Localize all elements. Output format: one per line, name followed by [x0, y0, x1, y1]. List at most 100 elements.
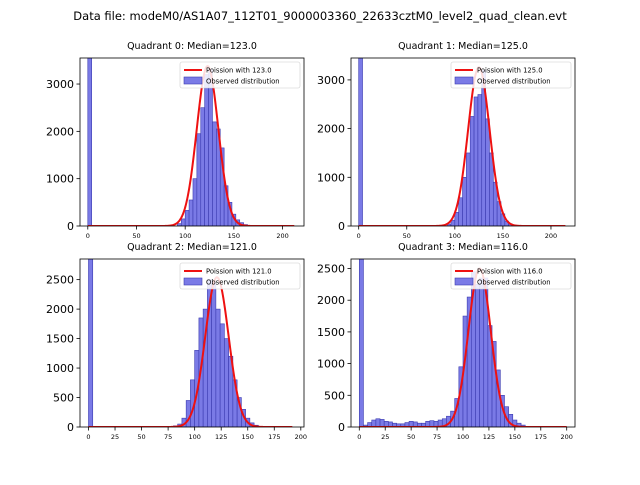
- histogram-bar: [478, 95, 482, 226]
- y-tick-label: 0: [67, 421, 74, 434]
- y-tick-label: 500: [324, 389, 345, 402]
- y-tick-label: 2500: [46, 274, 74, 287]
- histogram-bar: [224, 339, 228, 427]
- legend-label-poisson: Poission with 123.0: [206, 67, 272, 75]
- panel-quadrant-2: Quadrant 2: Median=121.0 0 25 50 75 100 125 150…: [46, 242, 307, 441]
- histogram-bar: [216, 309, 220, 427]
- histogram-bar: [470, 116, 474, 226]
- panel-title: Quadrant 0: Median=123.0: [127, 41, 257, 52]
- histogram-bar: [455, 212, 459, 226]
- legend-label-observed: Observed distribution: [206, 78, 280, 86]
- histogram-bar: [212, 122, 216, 226]
- histogram-bar: [209, 70, 213, 226]
- x-tick-label: 100: [457, 433, 469, 441]
- histogram-bar: [185, 210, 189, 226]
- legend: Poission with 121.0 Observed distribution: [180, 263, 300, 289]
- x-tick-label: 150: [242, 433, 254, 441]
- legend-label-observed: Observed distribution: [477, 78, 551, 86]
- x-tick-label: 100: [188, 433, 200, 441]
- x-tick-label: 50: [137, 433, 145, 441]
- y-tick-label: 3000: [46, 78, 74, 91]
- y-tick-label: 2000: [46, 125, 74, 138]
- legend: Poission with 125.0 Observed distribution: [451, 62, 571, 88]
- y-tick-label: 3000: [317, 74, 345, 87]
- histogram-bar: [220, 324, 224, 427]
- y-tick-label: 0: [67, 220, 74, 233]
- x-tick-label: 25: [381, 433, 389, 441]
- legend-bar-swatch: [455, 77, 473, 84]
- x-tick-label: 150: [228, 232, 240, 240]
- histogram-bar: [459, 198, 463, 226]
- legend-bar-swatch: [455, 278, 473, 285]
- legend-bar-swatch: [184, 77, 202, 84]
- histogram-bar: [205, 75, 209, 226]
- histogram-bar: [181, 219, 185, 226]
- histogram-bar: [193, 179, 197, 226]
- histogram-bar: [88, 58, 92, 226]
- x-tick-label: 75: [433, 433, 441, 441]
- histogram-bar: [486, 119, 490, 226]
- panel-title: Quadrant 1: Median=125.0: [398, 41, 528, 52]
- histogram-bar: [197, 134, 201, 226]
- histogram-bar: [376, 419, 380, 427]
- x-tick-label: 200: [560, 433, 572, 441]
- y-tick-label: 2500: [317, 263, 345, 276]
- x-tick-label: 0: [86, 433, 90, 441]
- legend: Poission with 123.0 Observed distribution: [180, 62, 300, 88]
- figure-title: Data file: modeM0/AS1A07_112T01_90000033…: [73, 9, 567, 23]
- x-tick-label: 50: [132, 232, 140, 240]
- x-tick-label: 0: [357, 232, 361, 240]
- y-tick-label: 1000: [46, 362, 74, 375]
- histogram-bar: [380, 419, 384, 427]
- legend-label-observed: Observed distribution: [477, 279, 551, 287]
- legend-label-observed: Observed distribution: [206, 279, 280, 287]
- y-tick-label: 500: [53, 392, 74, 405]
- x-tick-label: 200: [276, 232, 288, 240]
- y-tick-label: 2000: [317, 123, 345, 136]
- histogram-bar: [201, 108, 205, 226]
- y-tick-label: 1000: [317, 358, 345, 371]
- legend-label-poisson: Poission with 121.0: [206, 268, 272, 276]
- legend: Poission with 116.0 Observed distribution: [451, 263, 571, 289]
- y-tick-label: 2000: [46, 303, 74, 316]
- histogram-bar: [88, 259, 92, 427]
- histogram-bar: [466, 153, 470, 226]
- histogram-bar: [212, 283, 216, 427]
- histogram-bar: [474, 97, 478, 226]
- histogram-bar: [359, 58, 363, 226]
- x-tick-label: 75: [164, 433, 172, 441]
- x-tick-label: 125: [215, 433, 227, 441]
- y-tick-label: 2000: [317, 294, 345, 307]
- x-tick-label: 125: [483, 433, 495, 441]
- y-tick-label: 0: [338, 220, 345, 233]
- x-tick-label: 100: [179, 232, 191, 240]
- histogram-bar: [189, 200, 193, 226]
- panel-title: Quadrant 3: Median=116.0: [398, 242, 528, 253]
- x-tick-label: 200: [295, 433, 307, 441]
- x-tick-label: 175: [268, 433, 280, 441]
- x-tick-label: 150: [509, 433, 521, 441]
- x-tick-label: 25: [111, 433, 119, 441]
- histogram-bar: [372, 420, 376, 427]
- panel-quadrant-3: Quadrant 3: Median=116.0 0 25 50 75 100 125 150…: [317, 242, 575, 441]
- histogram-bar: [463, 177, 467, 226]
- x-tick-label: 200: [545, 232, 557, 240]
- x-tick-label: 0: [86, 232, 90, 240]
- y-tick-label: 1500: [317, 326, 345, 339]
- y-tick-label: 1000: [317, 171, 345, 184]
- histogram-bar: [475, 284, 479, 427]
- panel-title: Quadrant 2: Median=121.0: [127, 242, 257, 253]
- y-tick-label: 1000: [46, 173, 74, 186]
- x-tick-label: 175: [535, 433, 547, 441]
- y-tick-label: 1500: [46, 333, 74, 346]
- x-tick-label: 150: [497, 232, 509, 240]
- legend-label-poisson: Poission with 116.0: [477, 268, 543, 276]
- legend-bar-swatch: [184, 278, 202, 285]
- legend-label-poisson: Poission with 125.0: [477, 67, 543, 75]
- x-tick-label: 0: [357, 433, 361, 441]
- y-tick-label: 0: [338, 421, 345, 434]
- x-tick-label: 50: [407, 433, 415, 441]
